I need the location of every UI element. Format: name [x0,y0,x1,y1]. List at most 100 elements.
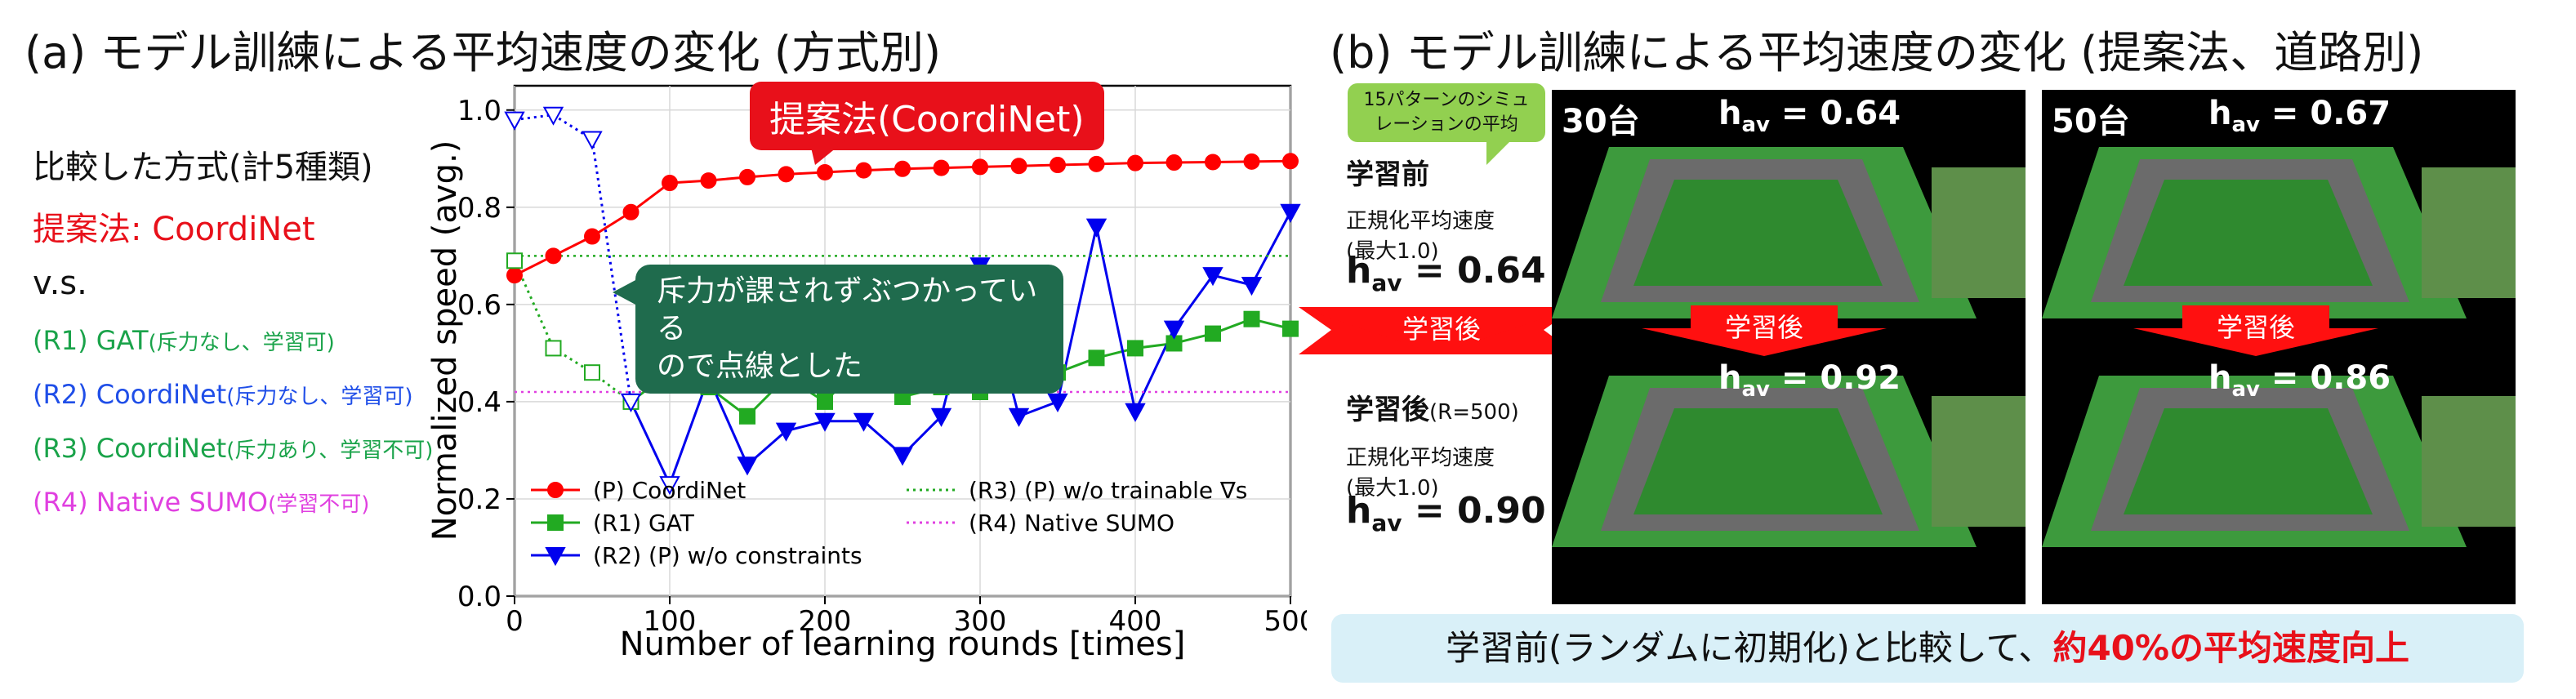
data-point-0 [506,267,523,284]
panel-50-after-sub: av [2231,377,2260,402]
data-point-2 [737,456,758,476]
data-point-2 [892,447,913,466]
x-axis-label: Number of learning rounds [times] [620,626,1186,663]
method-r4-name: (R4) Native SUMO [33,487,269,518]
data-point-1 [1205,325,1221,342]
right-title: (b) モデル訓練による平均速度の変化 (提案法、道路別) [1330,27,2424,78]
panel-30-arrow [1642,305,1887,356]
panel-30-cars-count: 30台 [1562,103,1640,140]
data-point-0 [622,203,640,220]
panel-30-before-value: = 0.64 [1780,95,1901,132]
data-point-0 [1127,154,1143,171]
dotted-line-callout-tail [613,279,637,305]
x-tick-label: 0 [506,605,524,638]
y-tick-label: 0.8 [457,192,501,225]
data-point-0 [1243,153,1260,170]
data-point-2 [1163,320,1185,340]
data-point-2 [1047,393,1068,412]
methods-heading: 比較した方式(計5種類) [33,149,373,186]
data-point-1 [506,252,523,269]
series-segment-2 [1173,274,1214,330]
data-point-0 [778,166,795,183]
before-desc-line1: 正規化平均速度 [1346,209,1495,234]
data-point-1 [1088,350,1105,367]
data-point-1 [817,393,833,410]
legend-marker-2 [545,547,566,567]
data-point-1 [545,340,562,357]
after-metric-sub: av [1371,509,1402,536]
panel-30-after-value: = 0.92 [1780,359,1901,397]
after-desc: 正規化平均速度 (最大1.0) [1346,441,1495,501]
data-point-2 [930,407,952,427]
y-tick-label: 0.2 [457,483,501,516]
method-r1: (R1) GAT(斥力なし、学習可) [33,325,335,356]
panel-50-after-value: = 0.86 [2271,359,2391,397]
left-title: (a) モデル訓練による平均速度の変化 (方式別) [25,27,942,78]
panel-30-after-metric: hav = 0.92 [1718,359,1901,402]
panel-30-after-sub: av [1741,377,1770,402]
legend-label-2: (R2) (P) w/o constraints [593,542,862,569]
legend-label-4: (R4) Native SUMO [969,510,1174,536]
data-point-2 [542,106,564,126]
legend-item-3: (R3) (P) w/o trainable ∇s [907,477,1247,504]
data-point-2 [504,111,525,131]
after-label: 学習後 [1346,394,1429,426]
legend-item-4: (R4) Native SUMO [907,510,1174,536]
panel-50-before-sub: av [2231,113,2260,137]
legend-item-2: (R2) (P) w/o constraints [531,542,862,569]
data-point-2 [775,422,797,442]
dotted-line-callout-line1: 斥力が課されずぶつかっている [657,274,1038,345]
data-point-2 [853,412,875,432]
after-metric: hav = 0.90 [1346,490,1546,536]
y-tick-label: 0.6 [457,289,501,322]
series-segment-1 [513,260,555,350]
series-segment-2 [591,139,632,403]
data-point-0 [739,168,755,185]
panel-50-before-symbol: h [2208,95,2232,132]
data-point-0 [545,247,562,265]
data-point-0 [933,159,950,176]
data-point-2 [1202,267,1223,287]
data-point-0 [584,228,600,245]
data-point-0 [972,158,988,176]
method-r4-note: (学習不可) [268,492,370,517]
data-point-0 [894,160,911,177]
series-segment-2 [630,401,671,485]
panel-50-arrow [2133,305,2378,356]
legend-label-1: (R1) GAT [593,510,695,536]
panel-30-after-symbol: h [1718,359,1742,397]
method-proposed: 提案法: CoordiNet [33,211,315,248]
data-point-2 [582,131,603,150]
training-arrow [1299,307,1576,354]
data-point-2 [814,412,836,432]
average-note-bubble: 15パターンのシミュ レーションの平均 [1348,83,1545,142]
data-point-1 [1282,320,1299,337]
panel-30-arrow-label: 学習後 [1724,312,1803,343]
legend-item-0: (P) CoordiNet [531,477,746,504]
panel-50-before-metric: hav = 0.67 [2208,95,2391,137]
data-point-0 [1010,158,1027,175]
series-segment-2 [1095,226,1137,412]
panel-30-before-sub: av [1741,113,1770,137]
result-banner-text: 学習前(ランダムに初期化)と比較して、 [1446,628,2053,668]
method-vs: v.s. [33,265,87,302]
method-r2-note: (斥力なし、学習可) [226,385,413,409]
data-point-0 [817,163,833,180]
dotted-line-callout: 斥力が課されずぶつかっている ので点線とした [635,265,1063,394]
after-metric-symbol: h [1346,490,1372,532]
panel-50-before-value: = 0.67 [2271,95,2391,132]
panel-30-before-metric: hav = 0.64 [1718,95,1901,137]
after-label-suffix: (R=500) [1429,400,1519,425]
average-note-line1: 15パターンのシミュ [1363,90,1530,110]
y-axis-label: Normalized speed (avg.) [426,140,464,541]
proposed-callout-tail [809,137,849,165]
dotted-line-callout-line2: ので点線とした [657,350,863,383]
data-point-1 [1127,340,1143,357]
before-metric-value: = 0.64 [1414,250,1546,292]
average-note-bubble-tail [1486,140,1511,165]
data-point-1 [739,407,755,425]
panel-50-after-symbol: h [2208,359,2232,397]
data-point-0 [1088,155,1105,172]
panel-50-after-metric: hav = 0.86 [2208,359,2391,402]
legend-marker-0 [547,482,564,498]
